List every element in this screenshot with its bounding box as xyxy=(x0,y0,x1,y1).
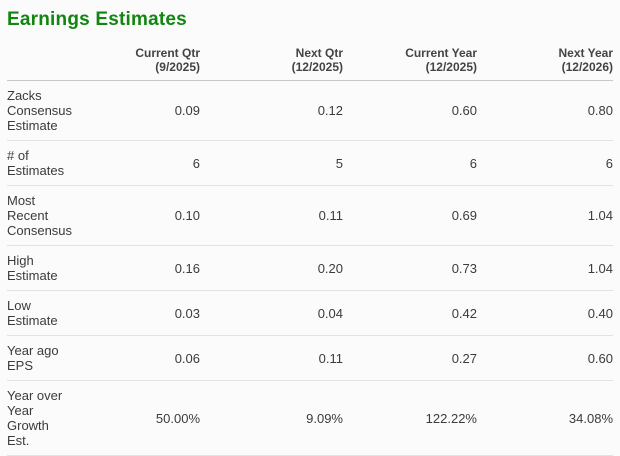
cell-value: 50.00% xyxy=(102,380,200,456)
cell-value: 1.04 xyxy=(477,185,613,246)
cell-value: 9.09% xyxy=(200,380,343,456)
row-label: Most Recent Consensus xyxy=(7,185,102,246)
column-header-period: (12/2026) xyxy=(561,60,613,74)
table-row-zacks-consensus-estimate: Zacks Consensus Estimate 0.09 0.12 0.60 … xyxy=(7,80,613,141)
table-row-year-ago-eps: Year ago EPS 0.06 0.11 0.27 0.60 xyxy=(7,335,613,381)
column-header-label: Next Qtr xyxy=(295,46,343,60)
cell-value: 0.03 xyxy=(102,290,200,336)
table-row-high-estimate: High Estimate 0.16 0.20 0.73 1.04 xyxy=(7,245,613,291)
earnings-estimates-table: Current Qtr (9/2025) Next Qtr (12/2025) … xyxy=(7,46,613,456)
page-title: Earnings Estimates xyxy=(7,9,187,30)
column-header-next-year: Next Year (12/2026) xyxy=(477,46,613,81)
cell-value: 0.73 xyxy=(343,245,477,291)
cell-value: 6 xyxy=(102,140,200,186)
cell-value: 6 xyxy=(477,140,613,186)
column-header-label: Next Year xyxy=(558,46,614,60)
column-header-next-qtr: Next Qtr (12/2025) xyxy=(200,46,343,81)
column-header-label: Current Qtr xyxy=(135,46,200,60)
row-label: Year over Year Growth Est. xyxy=(7,380,102,456)
row-label: Low Estimate xyxy=(7,290,102,336)
column-header-period: (12/2025) xyxy=(291,60,343,74)
cell-value: 0.69 xyxy=(343,185,477,246)
cell-value: 0.27 xyxy=(343,335,477,381)
corner-cell xyxy=(7,46,102,81)
row-label: # of Estimates xyxy=(7,140,102,186)
row-label: High Estimate xyxy=(7,245,102,291)
cell-value: 34.08% xyxy=(477,380,613,456)
cell-value: 0.40 xyxy=(477,290,613,336)
cell-value: 0.12 xyxy=(200,80,343,141)
row-label: Zacks Consensus Estimate xyxy=(7,80,102,141)
column-header-label: Current Year xyxy=(405,46,477,60)
cell-value: 6 xyxy=(343,140,477,186)
cell-value: 0.04 xyxy=(200,290,343,336)
cell-value: 0.20 xyxy=(200,245,343,291)
cell-value: 0.11 xyxy=(200,335,343,381)
table-header-row: Current Qtr (9/2025) Next Qtr (12/2025) … xyxy=(7,46,613,81)
column-header-current-qtr: Current Qtr (9/2025) xyxy=(102,46,200,81)
cell-value: 0.80 xyxy=(477,80,613,141)
row-label: Year ago EPS xyxy=(7,335,102,381)
table-row-year-over-year-growth: Year over Year Growth Est. 50.00% 9.09% … xyxy=(7,380,613,456)
cell-value: 0.60 xyxy=(477,335,613,381)
cell-value: 1.04 xyxy=(477,245,613,291)
cell-value: 0.06 xyxy=(102,335,200,381)
cell-value: 122.22% xyxy=(343,380,477,456)
earnings-estimates-panel: Earnings Estimates Current Qtr (9/2025) … xyxy=(0,9,620,456)
column-header-period: (12/2025) xyxy=(425,60,477,74)
cell-value: 0.10 xyxy=(102,185,200,246)
cell-value: 0.60 xyxy=(343,80,477,141)
column-header-period: (9/2025) xyxy=(155,60,200,74)
column-header-current-year: Current Year (12/2025) xyxy=(343,46,477,81)
cell-value: 5 xyxy=(200,140,343,186)
cell-value: 0.11 xyxy=(200,185,343,246)
table-row-low-estimate: Low Estimate 0.03 0.04 0.42 0.40 xyxy=(7,290,613,336)
cell-value: 0.42 xyxy=(343,290,477,336)
table-row-num-of-estimates: # of Estimates 6 5 6 6 xyxy=(7,140,613,186)
table-row-most-recent-consensus: Most Recent Consensus 0.10 0.11 0.69 1.0… xyxy=(7,185,613,246)
cell-value: 0.16 xyxy=(102,245,200,291)
cell-value: 0.09 xyxy=(102,80,200,141)
